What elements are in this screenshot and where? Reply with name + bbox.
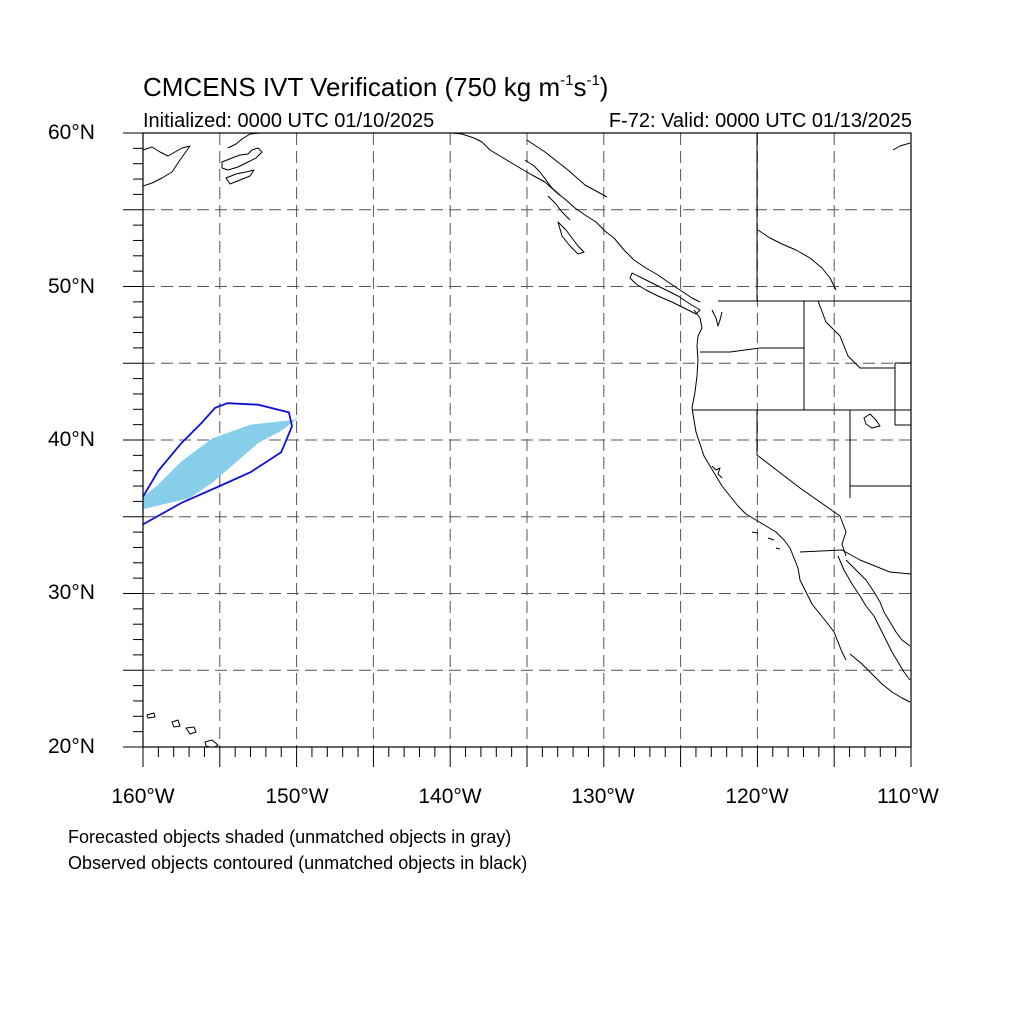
lon-label-120w: 120°W	[725, 785, 789, 808]
great-salt-lake	[863, 413, 881, 429]
alaska-gulf-coast	[227, 133, 261, 149]
observed-object-contour	[143, 402, 293, 526]
lon-label-150w: 150°W	[265, 785, 329, 808]
puget-sound	[711, 309, 723, 327]
oregon-coast	[691, 345, 699, 409]
wyoming-border	[894, 362, 911, 426]
washington-coast	[693, 309, 703, 347]
lat-label-50n: 50°N	[48, 275, 95, 298]
baja-california	[837, 555, 911, 681]
hudson-coast-fragment	[892, 142, 911, 151]
se-alaska-coastline	[451, 133, 615, 239]
idaho-montana-border	[817, 300, 895, 369]
lat-label-40n: 40°N	[48, 428, 95, 451]
mexico-mainland-coast	[849, 653, 911, 703]
arizona-border	[839, 515, 847, 557]
map-frame	[142, 132, 912, 748]
observed-note: Observed objects contoured (unmatched ob…	[68, 853, 528, 873]
initialized-time: Initialized: 0000 UTC 01/10/2025	[143, 110, 435, 132]
lon-label-130w: 130°W	[571, 785, 635, 808]
hawaii-kauai	[146, 712, 156, 719]
haida-gwaii	[557, 221, 585, 255]
lon-label-140w: 140°W	[418, 785, 482, 808]
forecast-note: Forecasted objects shaded (unmatched obj…	[68, 827, 512, 847]
forecast-object-shaded	[143, 417, 300, 510]
vancouver-island	[629, 272, 701, 315]
lat-label-20n: 20°N	[48, 735, 95, 758]
valid-time: F-72: Valid: 0000 UTC 01/13/2025	[608, 110, 912, 132]
bc-coast	[613, 237, 701, 303]
gulf-of-california-east	[845, 559, 911, 647]
california-nevada-border	[756, 410, 841, 517]
sf-bay	[711, 465, 723, 479]
alaska-peninsula-coastline	[143, 145, 191, 187]
hawaii-maui	[185, 726, 197, 735]
channel-islands	[751, 531, 781, 550]
great-slave-lake	[757, 229, 837, 291]
hawaii-oahu	[171, 719, 181, 728]
kodiak-island	[225, 169, 255, 185]
se-alaska-islands	[524, 159, 571, 221]
lat-label-60n: 60°N	[48, 121, 95, 144]
washington-oregon-border	[700, 347, 804, 353]
chart-title: CMCENS IVT Verification (750 kg m-1s-1)	[143, 72, 609, 102]
california-coast	[691, 407, 847, 661]
lon-label-110w: 110°W	[877, 785, 939, 808]
lat-label-30n: 30°N	[48, 581, 95, 604]
bc-alaska-border	[526, 139, 608, 198]
kodiak-area-coastline	[221, 147, 263, 171]
axis-ticks	[123, 132, 912, 767]
lon-label-160w: 160°W	[111, 785, 175, 808]
us-mexico-border	[799, 549, 911, 575]
